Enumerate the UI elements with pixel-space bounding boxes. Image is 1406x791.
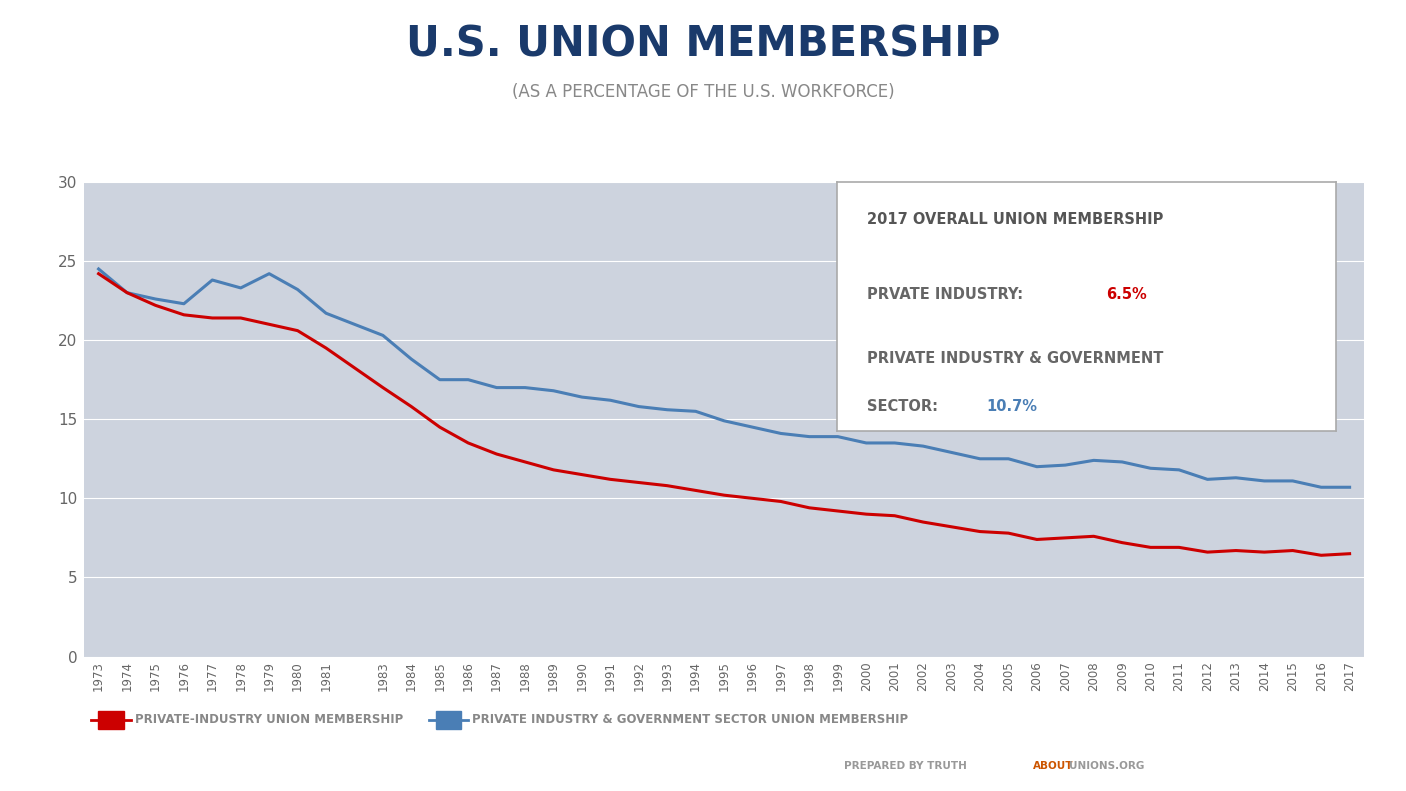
Text: SECTOR:: SECTOR: [866,399,938,414]
Text: PRIVATE INDUSTRY & GOVERNMENT: PRIVATE INDUSTRY & GOVERNMENT [866,351,1163,366]
Text: 2017 OVERALL UNION MEMBERSHIP: 2017 OVERALL UNION MEMBERSHIP [866,212,1163,227]
Text: ABOUT: ABOUT [1033,761,1074,771]
Text: PRIVATE INDUSTRY & GOVERNMENT SECTOR UNION MEMBERSHIP: PRIVATE INDUSTRY & GOVERNMENT SECTOR UNI… [472,713,908,726]
Text: PRVATE INDUSTRY:: PRVATE INDUSTRY: [866,286,1022,301]
Text: UNIONS.ORG: UNIONS.ORG [1069,761,1144,771]
Text: U.S. UNION MEMBERSHIP: U.S. UNION MEMBERSHIP [406,24,1000,66]
Text: PREPARED BY TRUTH: PREPARED BY TRUTH [844,761,966,771]
Text: 6.5%: 6.5% [1107,286,1147,301]
Text: (AS A PERCENTAGE OF THE U.S. WORKFORCE): (AS A PERCENTAGE OF THE U.S. WORKFORCE) [512,83,894,101]
Text: PRIVATE-INDUSTRY UNION MEMBERSHIP: PRIVATE-INDUSTRY UNION MEMBERSHIP [135,713,404,726]
Text: 10.7%: 10.7% [987,399,1038,414]
